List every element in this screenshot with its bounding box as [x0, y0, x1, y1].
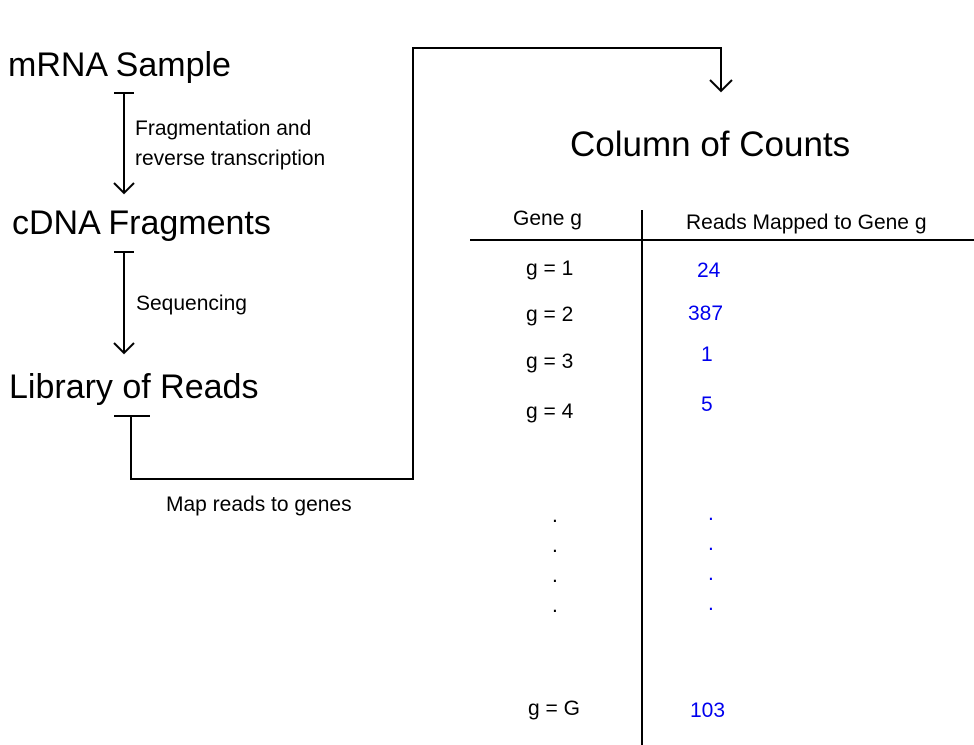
header-gene: Gene g: [513, 207, 582, 230]
count-cell: 1: [701, 343, 713, 366]
count-cell: 387: [688, 302, 724, 325]
header-reads-mapped: Reads Mapped to Gene g: [686, 211, 927, 234]
table-rules: [470, 210, 974, 745]
ellipsis-dot: .: [708, 502, 714, 525]
gene-cell: g = 2: [526, 303, 574, 326]
gene-cell: g = 1: [526, 257, 574, 280]
stage-library-of-reads: Library of Reads: [9, 368, 259, 406]
stage-mrna-sample: mRNA Sample: [8, 46, 231, 84]
ellipsis-dot: .: [708, 532, 714, 555]
count-cell: 103: [690, 699, 726, 722]
arrow-fragmentation: [113, 92, 135, 195]
ellipsis-dot: .: [708, 592, 714, 615]
gene-cell: g = 4: [526, 400, 574, 423]
ellipsis-dot: .: [552, 564, 558, 587]
step-map-reads-label: Map reads to genes: [166, 493, 352, 516]
step-sequencing-label: Sequencing: [136, 292, 247, 315]
table-title: Column of Counts: [570, 125, 851, 164]
ellipsis-dot: .: [552, 534, 558, 557]
arrow-map-reads: [114, 47, 733, 480]
arrow-sequencing: [113, 251, 135, 355]
ellipsis-dot: .: [552, 504, 558, 527]
gene-cell: g = 3: [526, 350, 574, 373]
ellipsis-dot: .: [708, 562, 714, 585]
stage-cdna-fragments: cDNA Fragments: [12, 204, 271, 242]
ellipsis-dot: .: [552, 594, 558, 617]
gene-cell: g = G: [528, 697, 580, 720]
step-fragmentation-label: Fragmentation and reverse transcription: [135, 117, 326, 170]
count-cell: 24: [697, 259, 721, 282]
count-cell: 5: [701, 393, 713, 416]
